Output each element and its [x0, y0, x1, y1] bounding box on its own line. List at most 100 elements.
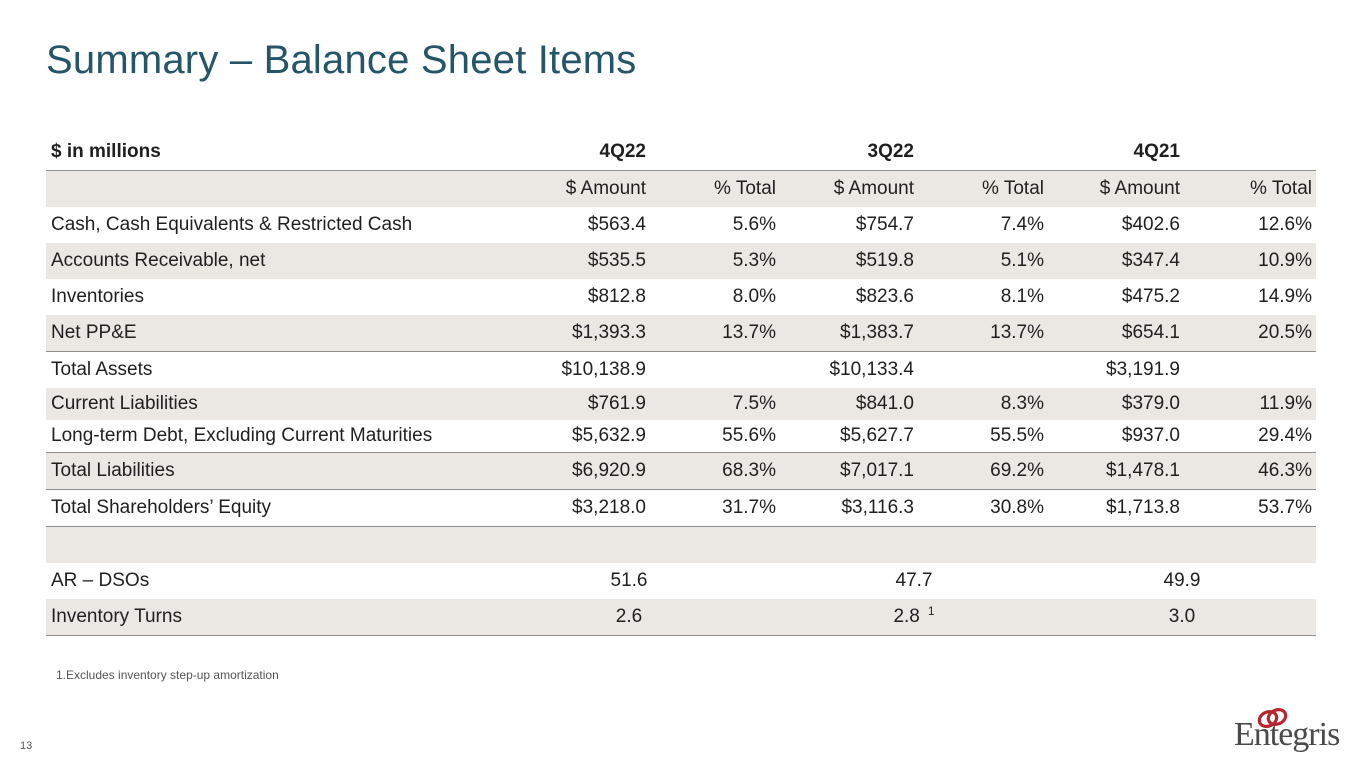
cell-value: 11.9% [1184, 388, 1316, 420]
row-label: Net PP&E [46, 315, 478, 352]
logo-wordmark: Entegris [1234, 716, 1340, 753]
cell-value: $475.2 [1121, 286, 1180, 307]
row-label: AR – DSOs [51, 570, 150, 591]
cell-value: $654.1 [1048, 315, 1184, 352]
metric-value: 49.9 [1163, 570, 1201, 591]
column-header: $ Amount [1048, 170, 1184, 207]
entegris-logo: Entegris [1232, 708, 1344, 754]
table-row: Inventories $812.8 8.0% $823.6 8.1% $475… [46, 279, 1316, 315]
cell-value: $5,627.7 [780, 420, 918, 453]
cell-value: $5,632.9 [478, 420, 650, 453]
metric-value: 51.6 [610, 570, 648, 591]
cell-value: 7.4% [1000, 214, 1044, 235]
period-header: 4Q22 [478, 134, 650, 171]
cell-value: 8.1% [1000, 286, 1044, 307]
cell-value: $1,393.3 [478, 315, 650, 352]
column-header: % Total [918, 170, 1048, 207]
metric-row: Inventory Turns 2.6 2.8 1 3.0 [46, 599, 1316, 636]
cell-value: 8.3% [918, 388, 1048, 420]
cell-value: 55.6% [650, 420, 780, 453]
metric-value: 3.0 [1048, 599, 1316, 636]
cell-value: 8.0% [732, 286, 776, 307]
table-row: Total Shareholders’ Equity $3,218.0 31.7… [46, 489, 1316, 527]
cell-value: $823.6 [855, 286, 914, 307]
cell-value: $1,713.8 [1048, 489, 1184, 527]
cell-value: $3,191.9 [1106, 359, 1180, 380]
cell-value: $7,017.1 [780, 452, 918, 490]
column-header: % Total [650, 170, 780, 207]
table-row: Accounts Receivable, net $535.5 5.3% $51… [46, 243, 1316, 279]
metric-value: 2.6 [478, 599, 780, 636]
cell-value: 5.3% [650, 243, 780, 279]
table-row: Current Liabilities $761.9 7.5% $841.0 8… [46, 388, 1316, 420]
metric-value: 2.8 [893, 606, 920, 627]
row-label: Accounts Receivable, net [46, 243, 478, 279]
metric-value: 47.7 [895, 570, 933, 591]
row-label: Inventories [51, 286, 144, 307]
cell-value: $761.9 [478, 388, 650, 420]
unit-label: $ in millions [46, 134, 478, 171]
cell-value: 31.7% [650, 489, 780, 527]
table-row: Net PP&E $1,393.3 13.7% $1,383.7 13.7% $… [46, 315, 1316, 352]
column-header: $ Amount [780, 170, 918, 207]
cell-value: 5.6% [732, 214, 776, 235]
cell-value: 13.7% [918, 315, 1048, 352]
period-header-row: $ in millions 4Q22 3Q22 4Q21 [46, 134, 1316, 171]
cell-value: 10.9% [1184, 243, 1316, 279]
spacer-row [46, 526, 1316, 563]
cell-value: 14.9% [1258, 286, 1312, 307]
cell-value: $1,478.1 [1048, 452, 1184, 490]
row-label: Total Assets [51, 359, 153, 380]
cell-value: $402.6 [1121, 214, 1180, 235]
cell-value: 5.1% [918, 243, 1048, 279]
cell-value: 13.7% [650, 315, 780, 352]
cell-value: $1,383.7 [780, 315, 918, 352]
metric-row: AR – DSOs 51.6 47.7 49.9 [46, 563, 1316, 599]
cell-value: $379.0 [1048, 388, 1184, 420]
cell-value: 46.3% [1184, 452, 1316, 490]
row-label: Total Liabilities [46, 452, 478, 490]
cell-value: $563.4 [587, 214, 646, 235]
cell-value: $3,218.0 [478, 489, 650, 527]
cell-value: $3,116.3 [780, 489, 918, 527]
subheader-row: $ Amount % Total $ Amount % Total $ Amou… [46, 170, 1316, 207]
table-row: Cash, Cash Equivalents & Restricted Cash… [46, 207, 1316, 243]
cell-value: $10,138.9 [561, 359, 646, 380]
cell-value: $937.0 [1048, 420, 1184, 453]
logo-rings-icon [1257, 708, 1288, 728]
row-label: Total Shareholders’ Equity [46, 489, 478, 527]
cell-value: $519.8 [780, 243, 918, 279]
row-label: Cash, Cash Equivalents & Restricted Cash [51, 214, 413, 235]
cell-value: 53.7% [1184, 489, 1316, 527]
page-number: 13 [20, 740, 33, 752]
cell-value: $535.5 [478, 243, 650, 279]
column-header: $ Amount [478, 170, 650, 207]
row-label: Long-term Debt, Excluding Current Maturi… [46, 420, 478, 453]
table-row: Long-term Debt, Excluding Current Maturi… [46, 420, 1316, 453]
period-header: 4Q21 [1048, 134, 1184, 171]
cell-value: 12.6% [1258, 214, 1312, 235]
cell-value [1184, 352, 1316, 389]
cell-value: 55.5% [918, 420, 1048, 453]
cell-value: $754.7 [855, 214, 914, 235]
table-row: Total Liabilities $6,920.9 68.3% $7,017.… [46, 452, 1316, 490]
table-row: Total Assets $10,138.9 $10,133.4 $3,191.… [46, 352, 1316, 389]
cell-value: 30.8% [918, 489, 1048, 527]
cell-value: $812.8 [587, 286, 646, 307]
balance-sheet-table: $ in millions 4Q22 3Q22 4Q21 $ Amount % … [46, 134, 1316, 636]
cell-value: 68.3% [650, 452, 780, 490]
cell-value: $841.0 [780, 388, 918, 420]
footnote-marker: 1 [927, 604, 935, 618]
cell-value: $6,920.9 [478, 452, 650, 490]
cell-value: 69.2% [918, 452, 1048, 490]
cell-value [918, 352, 1048, 389]
cell-value: 20.5% [1184, 315, 1316, 352]
column-header: % Total [1184, 170, 1316, 207]
cell-value: $347.4 [1048, 243, 1184, 279]
cell-value: 29.4% [1184, 420, 1316, 453]
metric-value-cell: 2.8 1 [780, 599, 1048, 636]
row-label: Current Liabilities [46, 388, 478, 420]
cell-value: $10,133.4 [829, 359, 914, 380]
footnote: 1.Excludes inventory step-up amortizatio… [56, 668, 279, 682]
period-header: 3Q22 [780, 134, 918, 171]
